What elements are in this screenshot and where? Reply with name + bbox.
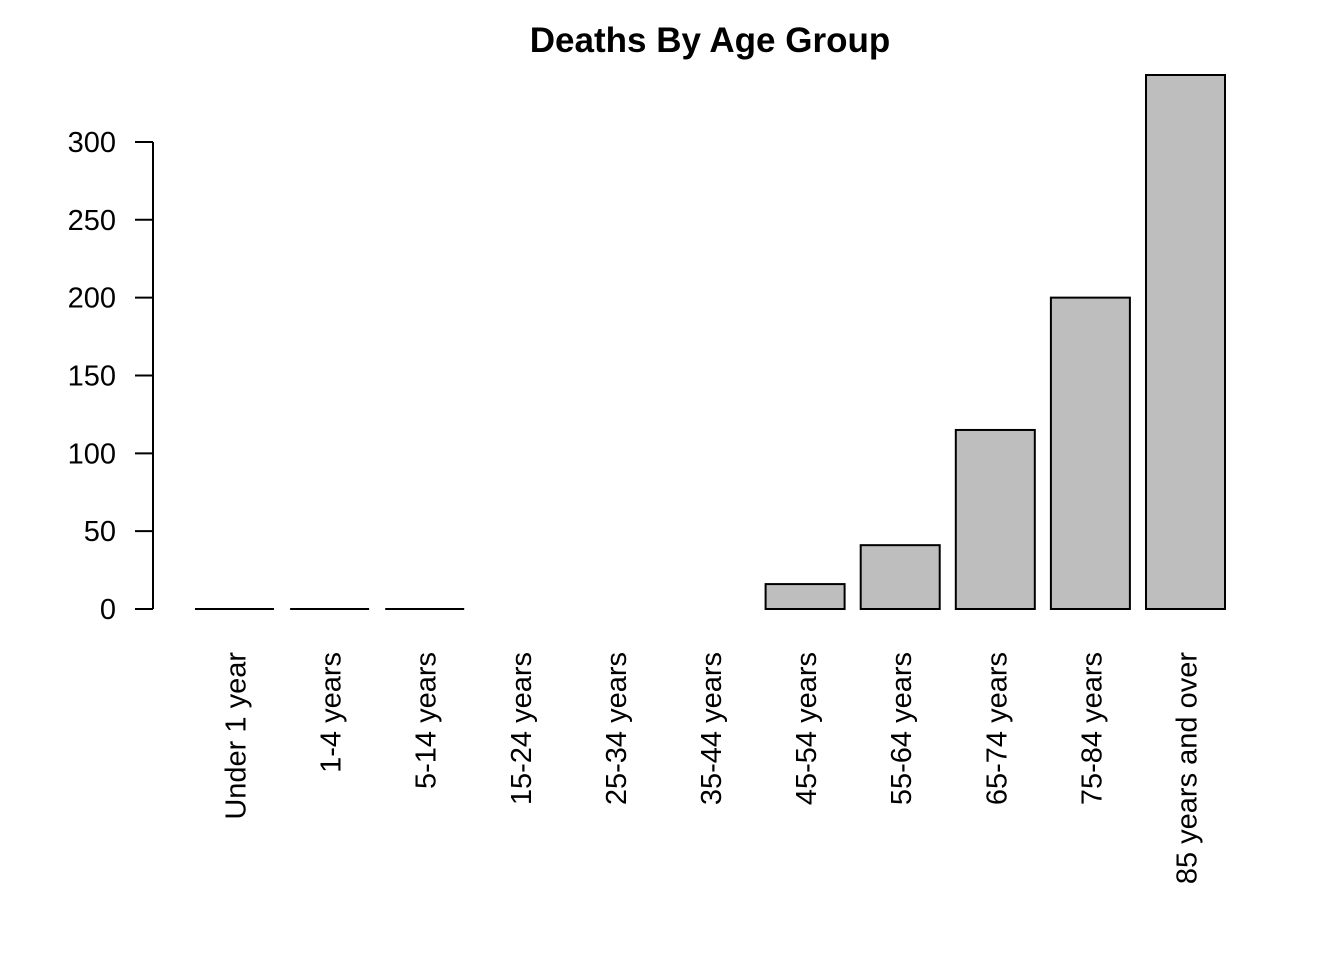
y-tick-label: 200 (68, 283, 116, 315)
y-axis: 0 50 100 150 200 250 300 (68, 127, 154, 626)
x-category-label: 15-24 years (506, 652, 538, 805)
bar (764, 583, 846, 611)
y-tick-label: 300 (68, 127, 116, 159)
bar (859, 544, 941, 610)
x-category-label: 55-64 years (886, 652, 918, 805)
x-category-label: 25-34 years (601, 652, 633, 805)
y-tick-label: 0 (100, 594, 116, 626)
bars (195, 74, 1226, 611)
x-axis-labels: Under 1 year 1-4 years 5-14 years 15-24 yea… (221, 652, 1204, 884)
bar (1145, 74, 1226, 610)
x-category-label: Under 1 year (221, 652, 253, 820)
x-category-label: 65-74 years (981, 652, 1013, 805)
y-tick-label: 150 (68, 360, 116, 392)
y-tick-label: 100 (68, 438, 116, 470)
x-category-label: 45-54 years (791, 652, 823, 805)
y-tick-label: 250 (68, 205, 116, 237)
x-category-label: 5-14 years (411, 652, 443, 789)
chart-title: Deaths By Age Group (530, 21, 890, 60)
x-category-label: 1-4 years (316, 652, 348, 773)
x-category-label: 35-44 years (696, 652, 728, 805)
bar (1049, 296, 1131, 610)
x-category-label: 75-84 years (1076, 652, 1108, 805)
y-tick-label: 50 (84, 516, 116, 548)
bar (954, 428, 1036, 610)
x-category-label: 85 years and over (1172, 652, 1204, 884)
